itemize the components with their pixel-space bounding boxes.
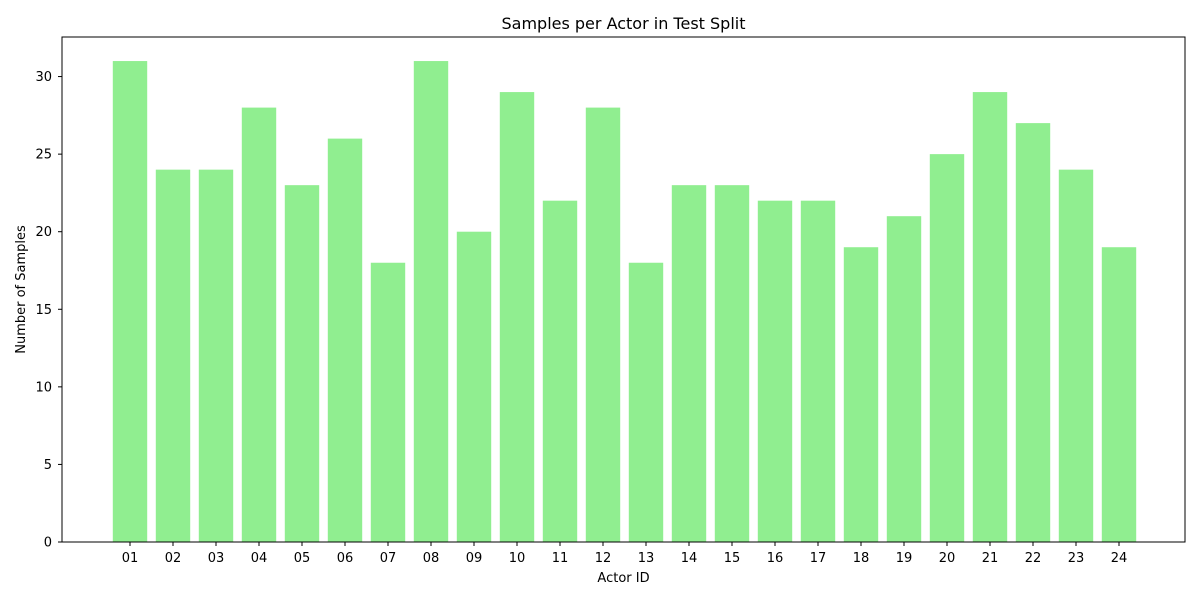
y-axis-label: Number of Samples	[14, 225, 29, 354]
x-tick-label-14: 14	[681, 551, 698, 566]
y-tick-label-5: 5	[44, 458, 52, 473]
x-tick-label-02: 02	[165, 551, 182, 566]
bar-23	[1059, 170, 1093, 542]
bar-06	[328, 139, 362, 542]
bar-16	[758, 201, 792, 542]
bar-09	[457, 232, 491, 542]
x-tick-label-05: 05	[294, 551, 311, 566]
bar-03	[199, 170, 233, 542]
x-tick-label-24: 24	[1111, 551, 1128, 566]
x-tick-label-03: 03	[208, 551, 225, 566]
x-tick-label-22: 22	[1025, 551, 1042, 566]
bar-11	[543, 201, 577, 542]
x-tick-label-10: 10	[509, 551, 526, 566]
bar-05	[285, 185, 319, 542]
y-tick-label-10: 10	[35, 380, 52, 395]
x-tick-label-16: 16	[767, 551, 784, 566]
x-tick-label-11: 11	[552, 551, 569, 566]
x-tick-label-19: 19	[896, 551, 913, 566]
x-tick-label-18: 18	[853, 551, 870, 566]
bar-12	[586, 108, 620, 542]
x-tick-label-06: 06	[337, 551, 354, 566]
y-tick-label-15: 15	[35, 303, 52, 318]
y-tick-label-20: 20	[35, 225, 52, 240]
bar-13	[629, 263, 663, 542]
bar-24	[1102, 247, 1136, 542]
bar-01	[113, 61, 147, 542]
bar-17	[801, 201, 835, 542]
bar-07	[371, 263, 405, 542]
bar-04	[242, 108, 276, 542]
chart-title: Samples per Actor in Test Split	[501, 14, 745, 33]
x-tick-label-07: 07	[380, 551, 397, 566]
x-tick-label-15: 15	[724, 551, 741, 566]
x-tick-label-20: 20	[939, 551, 956, 566]
bar-18	[844, 247, 878, 542]
x-tick-label-09: 09	[466, 551, 483, 566]
bar-15	[715, 185, 749, 542]
y-tick-label-0: 0	[44, 536, 52, 551]
x-tick-label-23: 23	[1068, 551, 1085, 566]
x-tick-label-13: 13	[638, 551, 655, 566]
bar-14	[672, 185, 706, 542]
bar-20	[930, 154, 964, 542]
x-axis-label: Actor ID	[597, 571, 649, 586]
bar-02	[156, 170, 190, 542]
y-tick-label-25: 25	[35, 148, 52, 163]
x-tick-label-17: 17	[810, 551, 827, 566]
x-tick-label-04: 04	[251, 551, 268, 566]
x-tick-label-01: 01	[122, 551, 139, 566]
y-tick-label-30: 30	[35, 70, 52, 85]
x-tick-label-21: 21	[982, 551, 999, 566]
bar-08	[414, 61, 448, 542]
bar-22	[1016, 123, 1050, 542]
x-tick-label-12: 12	[595, 551, 612, 566]
bar-10	[500, 92, 534, 542]
x-tick-label-08: 08	[423, 551, 440, 566]
bar-19	[887, 216, 921, 542]
bar-21	[973, 92, 1007, 542]
